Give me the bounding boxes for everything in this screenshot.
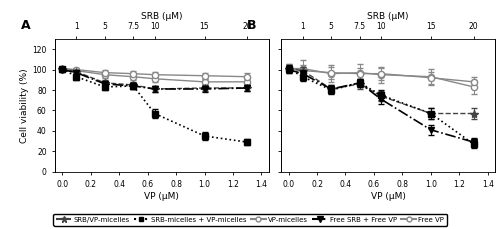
Legend: SRB/VP-micelles, SRB-micelles + VP-micelles, VP-micelles, Free SRB + Free VP, Fr: SRB/VP-micelles, SRB-micelles + VP-micel… [53,214,447,226]
X-axis label: VP (μM): VP (μM) [371,192,406,201]
X-axis label: SRB (μM): SRB (μM) [368,12,409,21]
Text: B: B [247,19,256,32]
Y-axis label: Cell viability (%): Cell viability (%) [20,68,30,143]
Text: A: A [21,19,30,32]
X-axis label: VP (μM): VP (μM) [144,192,179,201]
X-axis label: SRB (μM): SRB (μM) [141,12,182,21]
